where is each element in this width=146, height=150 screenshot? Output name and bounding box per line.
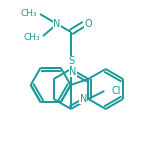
Text: N: N [53, 19, 61, 29]
Text: O: O [84, 19, 92, 29]
Text: N: N [69, 67, 77, 77]
Text: S: S [68, 56, 74, 66]
Text: Cl: Cl [111, 86, 121, 96]
Text: CH₃: CH₃ [23, 33, 40, 42]
Text: CH₃: CH₃ [20, 9, 37, 18]
Text: N: N [80, 94, 87, 104]
